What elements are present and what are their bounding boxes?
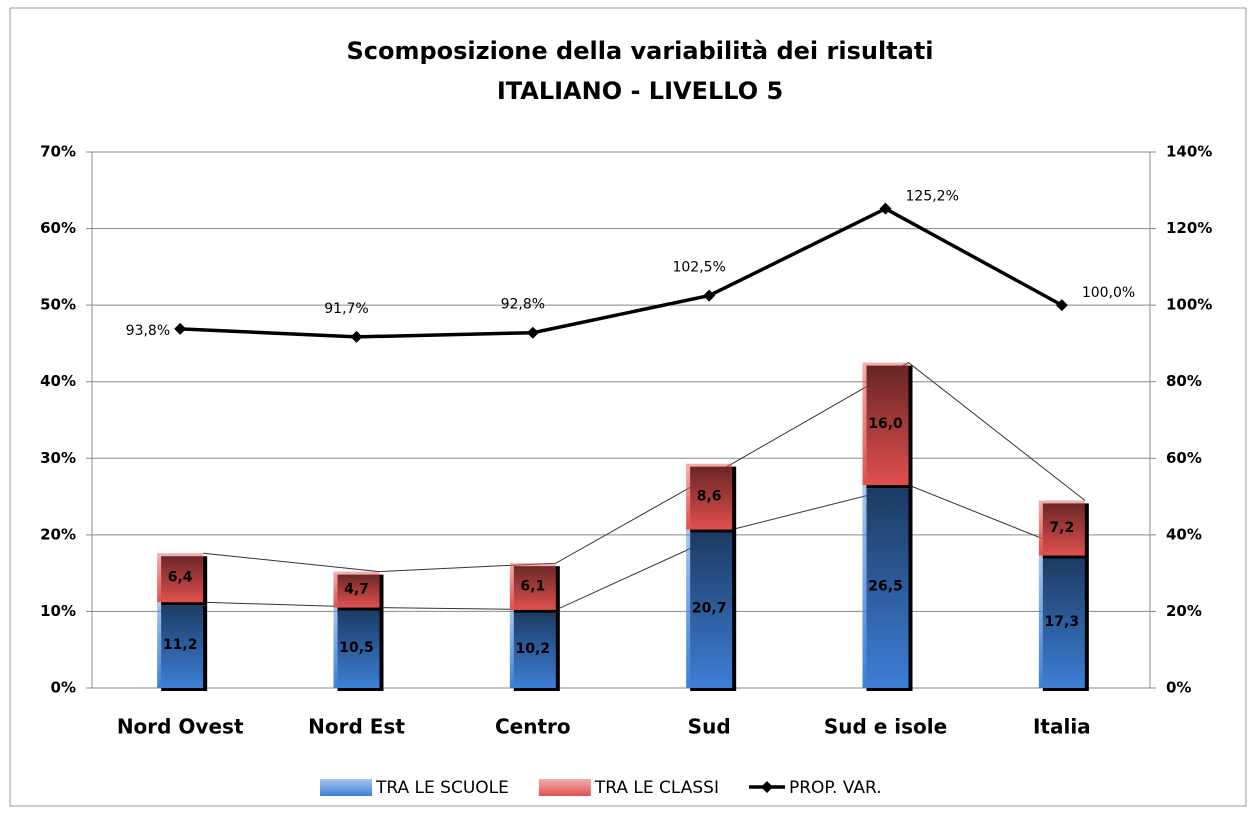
bar-value-label: 16,0 xyxy=(868,416,903,432)
bar-value-label: 10,5 xyxy=(339,640,374,656)
bar xyxy=(333,607,380,688)
bar xyxy=(509,563,556,610)
bar-value-label: 10,2 xyxy=(516,641,551,657)
y-tick-label: 50% xyxy=(40,296,76,314)
bar-value-label: 6,1 xyxy=(520,579,545,595)
x-tick-label: Nord Est xyxy=(308,715,405,739)
line-value-label: 91,7% xyxy=(324,301,368,317)
line-value-label: 92,8% xyxy=(501,297,545,313)
y-tick-label: 0% xyxy=(51,679,76,697)
bar-value-label: 6,4 xyxy=(168,570,193,586)
y2-tick-label: 80% xyxy=(1166,372,1202,390)
line-marker xyxy=(350,330,363,343)
series-connector xyxy=(203,361,1086,573)
bar-value-label: 4,7 xyxy=(344,582,369,598)
line-marker xyxy=(174,322,187,335)
bar xyxy=(157,602,204,688)
line-series xyxy=(180,206,1063,339)
legend-label: PROP. VAR. xyxy=(789,778,882,798)
bar xyxy=(686,463,733,530)
legend-swatch xyxy=(320,779,372,796)
bar xyxy=(333,571,380,608)
bar xyxy=(862,362,909,486)
legend-marker xyxy=(760,781,773,793)
legend-label: TRA LE SCUOLE xyxy=(375,778,509,798)
y-tick-label: 10% xyxy=(40,602,76,620)
chart-subtitle: ITALIANO - LIVELLO 5 xyxy=(497,77,783,105)
x-tick-label: Nord Ovest xyxy=(117,715,244,739)
line-value-label: 100,0% xyxy=(1082,285,1135,301)
y2-tick-label: 60% xyxy=(1166,449,1202,467)
legend-label: TRA LE CLASSI xyxy=(594,778,719,798)
bar-value-label: 8,6 xyxy=(697,489,722,505)
bar xyxy=(157,553,204,603)
y-tick-label: 60% xyxy=(40,219,76,237)
x-tick-label: Sud xyxy=(688,715,731,739)
y2-tick-label: 100% xyxy=(1166,296,1212,314)
bar xyxy=(1038,500,1085,556)
y2-tick-label: 0% xyxy=(1166,679,1191,697)
y-tick-label: 20% xyxy=(40,525,76,543)
y2-tick-label: 140% xyxy=(1166,143,1212,161)
y-tick-label: 70% xyxy=(40,143,76,161)
bar-value-label: 26,5 xyxy=(868,579,903,595)
line-marker xyxy=(1055,299,1068,312)
y2-tick-label: 20% xyxy=(1166,602,1202,620)
x-tick-label: Centro xyxy=(495,715,571,739)
bar-value-label: 7,2 xyxy=(1049,520,1074,536)
bar xyxy=(509,609,556,688)
line-value-label: 125,2% xyxy=(906,189,959,205)
x-tick-label: Sud e isole xyxy=(824,715,947,739)
line-marker xyxy=(879,202,892,215)
y2-tick-label: 40% xyxy=(1166,525,1202,543)
x-tick-label: Italia xyxy=(1033,715,1091,739)
line-marker xyxy=(526,326,539,339)
bar-value-label: 20,7 xyxy=(692,601,727,617)
bar-value-label: 17,3 xyxy=(1045,614,1080,630)
line-marker xyxy=(703,289,716,302)
line-value-label: 102,5% xyxy=(672,260,725,276)
chart-title: Scomposizione della variabilità dei risu… xyxy=(346,37,933,65)
y2-tick-label: 120% xyxy=(1166,219,1212,237)
bar xyxy=(862,485,909,688)
bar xyxy=(686,529,733,688)
y-tick-label: 40% xyxy=(40,372,76,390)
legend-swatch xyxy=(538,779,591,796)
y-tick-label: 30% xyxy=(40,449,76,467)
line-value-label: 93,8% xyxy=(126,323,170,339)
bar-value-label: 11,2 xyxy=(163,637,198,653)
bar xyxy=(1038,555,1085,688)
